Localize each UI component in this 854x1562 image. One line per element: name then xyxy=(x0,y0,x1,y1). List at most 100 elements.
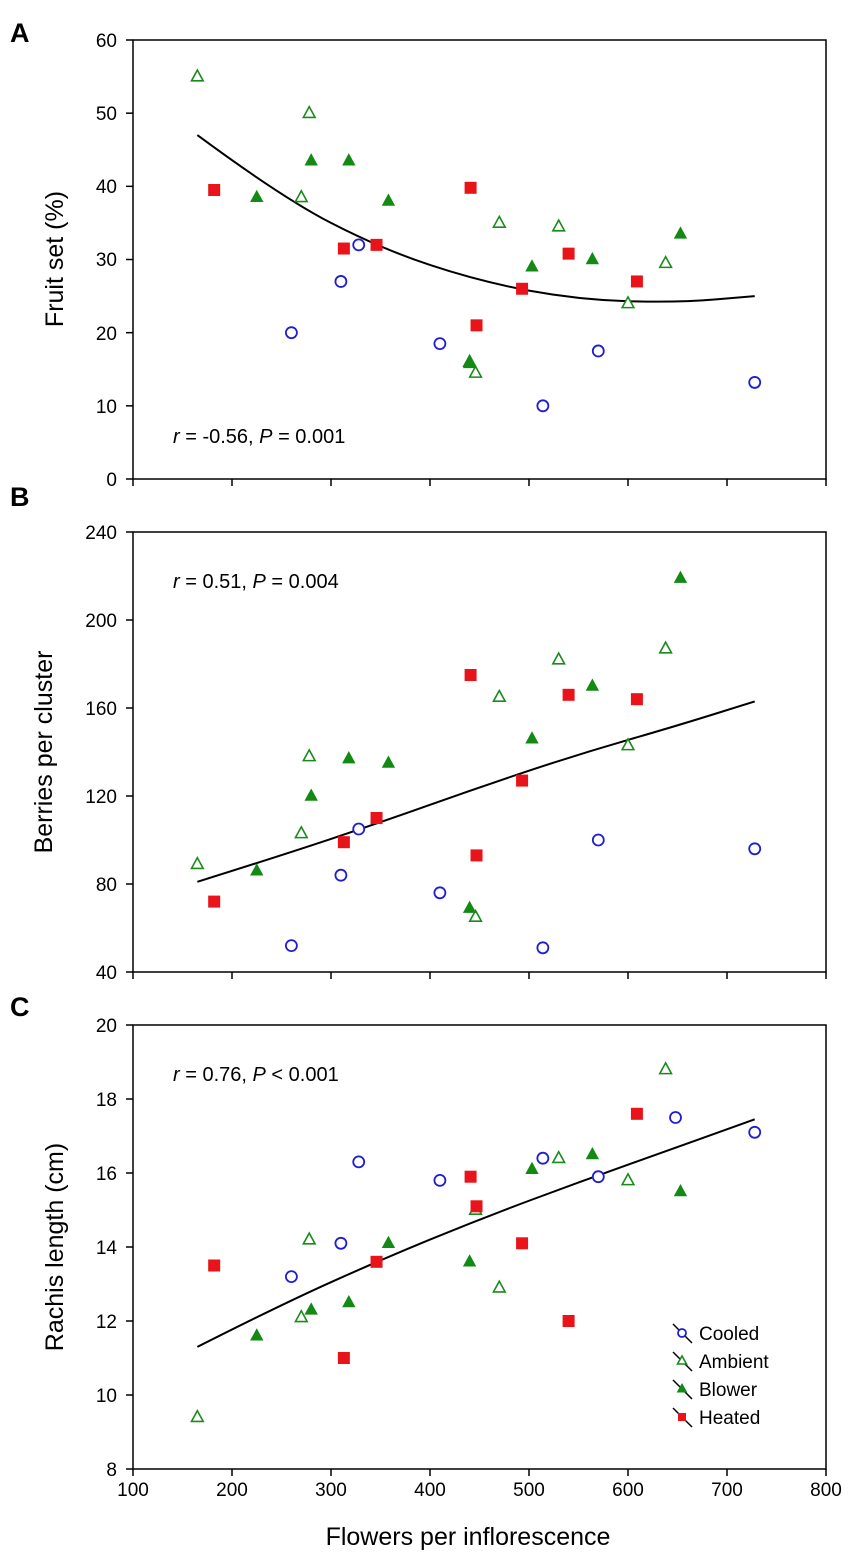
panel-a-point-blower xyxy=(585,251,600,265)
panel-b: B 40 80 120 160 200 240 Berries per clus… xyxy=(10,482,827,984)
legend-marker-blower xyxy=(676,1382,688,1393)
panel-a-point-cooled xyxy=(284,326,298,340)
panel-a-point-cooled xyxy=(591,344,605,358)
panel-c-point-ambient xyxy=(302,1231,317,1245)
panel-a-y-tick-label: 60 xyxy=(96,31,117,52)
panel-c-point-cooled xyxy=(669,1111,682,1124)
panel-c-point-heated xyxy=(464,1170,477,1183)
panel-b-point-heated xyxy=(470,849,483,862)
panel-a-r-symbol: r xyxy=(173,426,181,448)
panel-b-y-tick-label: 40 xyxy=(96,963,117,984)
panel-b-y-tick-label: 240 xyxy=(85,523,117,544)
fit-curves-layer xyxy=(196,134,756,1348)
legend-item-heated: Heated xyxy=(672,1407,760,1429)
panel-c-point-cooled xyxy=(433,1174,447,1187)
panel-c-point-cooled xyxy=(748,1125,762,1139)
x-tick-label: 700 xyxy=(711,1480,743,1501)
panel-b-point-cooled xyxy=(433,886,447,900)
panel-a-p-symbol: P xyxy=(259,426,273,448)
panel-c: C 8 10 12 14 16 18 20 Rachis length (cm)… xyxy=(10,992,842,1551)
panel-a-y-ticks: 0 10 20 30 40 50 60 xyxy=(96,31,117,491)
panel-c-point-cooled xyxy=(536,1151,550,1165)
panel-a-y-axis-title: Fruit set (%) xyxy=(41,191,69,327)
panel-b-point-heated xyxy=(464,669,477,681)
panel-b-point-ambient xyxy=(294,825,309,839)
panel-b-letter: B xyxy=(10,482,30,512)
legend-item-ambient: Ambient xyxy=(672,1351,769,1373)
panel-a-point-ambient xyxy=(658,254,673,269)
panel-c-point-ambient xyxy=(658,1061,673,1075)
panel-a-y-tick-label: 10 xyxy=(96,397,117,418)
panel-b-point-heated xyxy=(562,688,575,701)
panel-b-point-ambient xyxy=(468,908,483,923)
panel-a-point-heated xyxy=(470,319,483,332)
panel-c-y-tick-label: 8 xyxy=(106,1460,117,1481)
legend-label-heated: Heated xyxy=(699,1408,760,1429)
panel-b-point-heated xyxy=(630,693,643,706)
panel-b-point-blower xyxy=(673,570,688,583)
panel-c-point-blower xyxy=(304,1302,318,1315)
panel-a-y-tick-label: 40 xyxy=(96,177,117,198)
panel-b-p-symbol: P xyxy=(253,571,267,593)
panel-c-letter: C xyxy=(10,992,30,1022)
panel-c-point-blower xyxy=(462,1254,477,1267)
panel-c-y-tick-label: 16 xyxy=(96,1164,117,1185)
panel-b-point-cooled xyxy=(352,822,366,836)
panel-a-point-ambient xyxy=(551,218,566,232)
panel-c-point-blower xyxy=(381,1235,396,1249)
panel-a-fit-curve xyxy=(196,134,755,303)
panel-b-point-blower xyxy=(525,731,539,744)
panel-a-point-blower xyxy=(342,153,356,166)
panel-c-fit-curve xyxy=(196,1118,756,1348)
x-tick-label: 500 xyxy=(513,1480,545,1501)
legend-label-cooled: Cooled xyxy=(699,1324,759,1345)
panel-b-plot-frame xyxy=(132,531,827,973)
panel-a-point-blower xyxy=(462,355,477,369)
panel-c-y-tick-label: 18 xyxy=(96,1090,117,1111)
x-tick-label: 400 xyxy=(414,1480,446,1501)
panel-a-point-blower xyxy=(673,226,688,239)
panel-b-point-ambient xyxy=(492,688,507,703)
legend-marker-cooled xyxy=(677,1328,687,1338)
panel-a-point-blower xyxy=(525,259,539,272)
panel-c-y-axis-title: Rachis length (cm) xyxy=(41,1143,69,1351)
panel-b-y-ticks: 40 80 120 160 200 240 xyxy=(85,523,117,984)
panel-b-point-cooled xyxy=(536,941,550,955)
panel-a-y-tick-label: 50 xyxy=(96,104,117,125)
panel-c-y-ticks: 8 10 12 14 16 18 20 xyxy=(96,1016,118,1481)
panel-a-point-cooled xyxy=(536,399,550,413)
panel-c-p-symbol: P xyxy=(253,1064,267,1086)
x-tick-labels: 100 200 300 400 500 600 700 800 xyxy=(117,1480,842,1501)
panel-b-point-cooled xyxy=(284,939,298,952)
panel-c-point-heated xyxy=(562,1315,575,1327)
panel-c-point-blower xyxy=(525,1161,539,1175)
panel-c-point-ambient xyxy=(551,1150,566,1164)
panel-a-point-cooled xyxy=(433,337,447,351)
panel-a-r-value: = -0.56, xyxy=(180,426,260,448)
panel-a-point-heated xyxy=(516,282,529,295)
panel-b-point-blower xyxy=(381,755,396,768)
legend-marker-ambient xyxy=(676,1354,688,1365)
panel-c-point-cooled xyxy=(284,1270,298,1283)
data-points-layer xyxy=(190,68,762,1423)
panel-c-point-heated xyxy=(208,1259,221,1272)
panel-b-y-tick-label: 120 xyxy=(85,787,117,808)
panel-a-y-tick-label: 0 xyxy=(106,470,117,491)
panel-b-point-heated xyxy=(208,895,221,908)
x-tick-label: 800 xyxy=(810,1480,842,1501)
panel-b-point-ambient xyxy=(190,856,205,870)
panel-c-point-heated xyxy=(516,1237,529,1250)
panel-a-point-heated xyxy=(562,247,575,260)
panel-c-point-ambient xyxy=(620,1172,636,1186)
panel-a-point-heated xyxy=(464,181,477,194)
panel-b-r-value: = 0.51, xyxy=(180,571,253,593)
panel-b-point-ambient xyxy=(658,640,673,654)
panel-a-point-ambient xyxy=(620,295,636,309)
panel-a-point-cooled xyxy=(748,376,762,389)
panel-c-point-cooled xyxy=(591,1170,605,1184)
panel-a-point-ambient xyxy=(468,364,483,378)
panel-c-point-blower xyxy=(673,1183,688,1197)
panel-c-point-blower xyxy=(250,1328,264,1341)
panel-c-point-cooled xyxy=(352,1155,366,1169)
panel-b-point-blower xyxy=(585,678,600,691)
